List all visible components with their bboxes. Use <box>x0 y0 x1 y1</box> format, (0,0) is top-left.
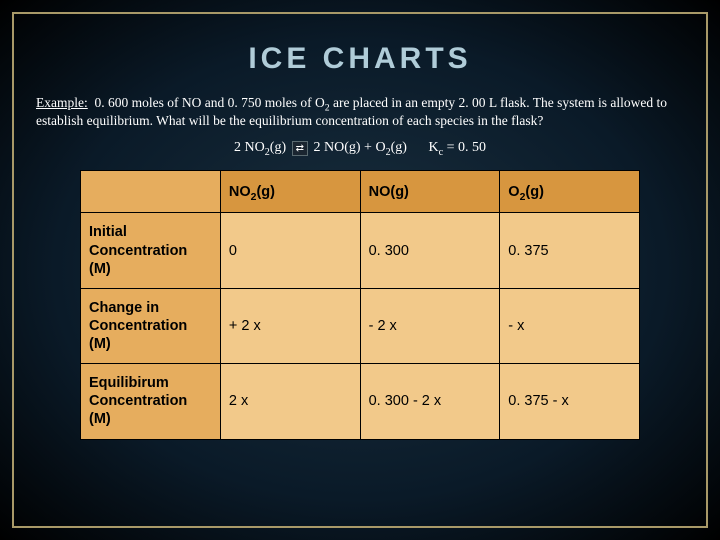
row-label-equilibrium: Equilibirum Concentration (M) <box>81 364 221 439</box>
problem-statement: Example: 0. 600 moles of NO and 0. 750 m… <box>32 94 688 130</box>
slide-title: ICE CHARTS <box>32 42 688 76</box>
header-no2: NO2(g) <box>220 171 360 213</box>
cell: + 2 x <box>220 288 360 363</box>
cell: 0. 300 <box>360 213 500 288</box>
slide-content: ICE CHARTS Example: 0. 600 moles of NO a… <box>14 14 706 458</box>
cell: 2 x <box>220 364 360 439</box>
equation-left: 2 NO2(g) <box>234 140 286 155</box>
header-blank <box>81 171 221 213</box>
table-row: Initial Concentration (M) 0 0. 300 0. 37… <box>81 213 640 288</box>
header-no: NO(g) <box>360 171 500 213</box>
kc-value: Kc = 0. 50 <box>428 140 486 155</box>
cell: 0. 300 - 2 x <box>360 364 500 439</box>
row-label-change: Change in Concentration (M) <box>81 288 221 363</box>
slide-frame: ICE CHARTS Example: 0. 600 moles of NO a… <box>12 12 708 528</box>
cell: 0 <box>220 213 360 288</box>
header-o2: O2(g) <box>500 171 640 213</box>
problem-text: 0. 600 moles of NO and 0. 750 moles of O… <box>36 95 667 128</box>
chemical-equation: 2 NO2(g) ⇄ 2 NO(g) + O2(g) Kc = 0. 50 <box>32 140 688 156</box>
cell: - x <box>500 288 640 363</box>
cell: 0. 375 - x <box>500 364 640 439</box>
equilibrium-arrow-icon: ⇄ <box>292 141 308 156</box>
equation-right: 2 NO(g) + O2(g) <box>314 140 407 155</box>
table-row: Equilibirum Concentration (M) 2 x 0. 300… <box>81 364 640 439</box>
table-row: Change in Concentration (M) + 2 x - 2 x … <box>81 288 640 363</box>
cell: - 2 x <box>360 288 500 363</box>
cell: 0. 375 <box>500 213 640 288</box>
ice-table: NO2(g) NO(g) O2(g) Initial Concentration… <box>80 170 640 439</box>
row-label-initial: Initial Concentration (M) <box>81 213 221 288</box>
example-label: Example: <box>36 95 88 110</box>
table-header-row: NO2(g) NO(g) O2(g) <box>81 171 640 213</box>
